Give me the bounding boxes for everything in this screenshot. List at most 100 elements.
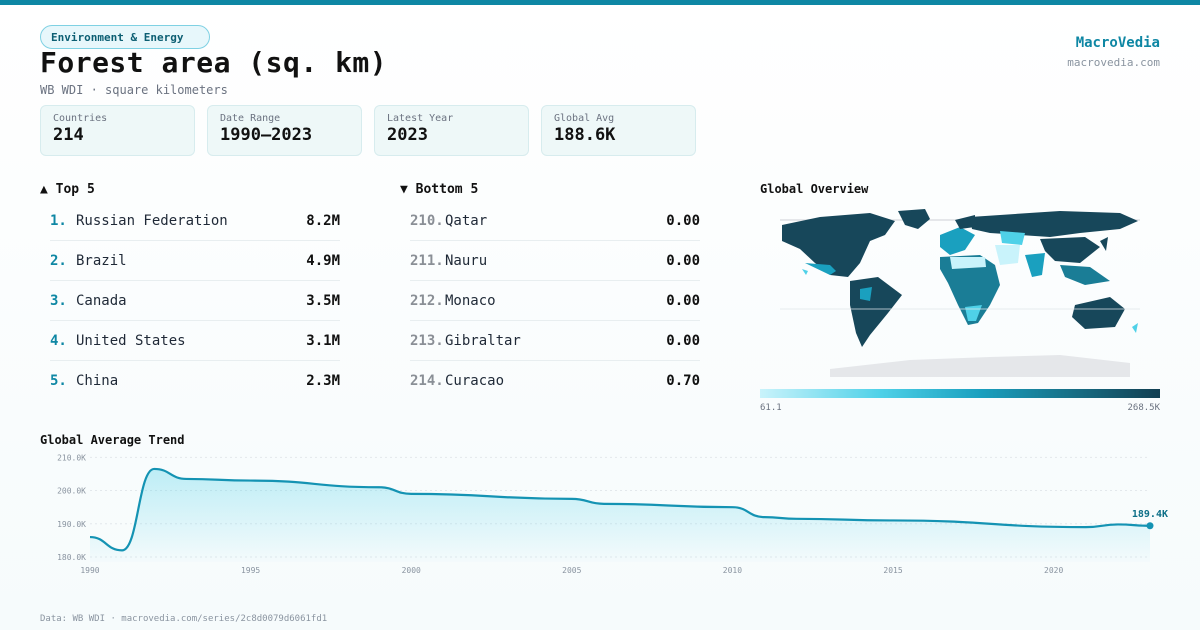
top5-heading: ▲ Top 5 bbox=[40, 182, 95, 197]
y-tick-label: 210.0K bbox=[57, 453, 86, 462]
rank: 213. bbox=[410, 332, 444, 349]
stat-value: 188.6K bbox=[554, 125, 616, 145]
stat-card-global-avg: Global Avg 188.6K bbox=[541, 105, 696, 156]
country-value: 3.1M bbox=[306, 332, 340, 349]
color-scale-bar bbox=[760, 389, 1160, 398]
trend-title: Global Average Trend bbox=[40, 433, 185, 447]
country-name: Qatar bbox=[445, 212, 488, 229]
list-item[interactable]: 1. Russian Federation 8.2M bbox=[50, 201, 340, 241]
region-andes[interactable] bbox=[860, 287, 872, 301]
country-name: Monaco bbox=[445, 292, 496, 309]
x-tick-label: 2020 bbox=[1044, 566, 1063, 575]
country-value: 0.00 bbox=[666, 292, 700, 309]
region-africa[interactable] bbox=[940, 255, 1000, 325]
country-value: 0.00 bbox=[666, 332, 700, 349]
x-tick-label: 1995 bbox=[241, 566, 260, 575]
category-tag[interactable]: Environment & Energy bbox=[40, 25, 210, 49]
color-scale-min: 61.1 bbox=[760, 403, 782, 413]
last-value-label: 189.4K bbox=[1132, 509, 1168, 520]
stat-card-latest-year: Latest Year 2023 bbox=[374, 105, 529, 156]
stat-value: 1990–2023 bbox=[220, 125, 313, 145]
footer-source[interactable]: Data: WB WDI · macrovedia.com/series/2c8… bbox=[40, 614, 328, 624]
list-item[interactable]: 2. Brazil 4.9M bbox=[50, 241, 340, 281]
region-antarctica[interactable] bbox=[830, 355, 1130, 377]
country-name: Canada bbox=[76, 292, 127, 309]
region-japan[interactable] bbox=[1100, 237, 1108, 251]
country-value: 4.9M bbox=[306, 252, 340, 269]
region-india[interactable] bbox=[1025, 253, 1045, 277]
list-item[interactable]: 4. United States 3.1M bbox=[50, 321, 340, 361]
x-tick-label: 2005 bbox=[562, 566, 581, 575]
region-china[interactable] bbox=[1040, 237, 1100, 263]
trend-line bbox=[89, 467, 1151, 552]
stat-card-date-range: Date Range 1990–2023 bbox=[207, 105, 362, 156]
country-value: 3.5M bbox=[306, 292, 340, 309]
last-point-marker bbox=[1146, 522, 1154, 530]
region-central-asia[interactable] bbox=[1000, 231, 1025, 245]
brand-logo[interactable]: MacroVedia bbox=[1075, 35, 1160, 51]
page-subtitle: WB WDI · square kilometers bbox=[40, 83, 228, 97]
country-name: Curacao bbox=[445, 373, 505, 389]
world-choropleth-map[interactable] bbox=[760, 205, 1160, 383]
map-title: Global Overview bbox=[760, 182, 869, 196]
bottom5-heading: ▼ Bottom 5 bbox=[400, 182, 479, 197]
region-russia[interactable] bbox=[970, 211, 1138, 237]
stat-card-countries: Countries 214 bbox=[40, 105, 195, 156]
list-item[interactable]: 211. Nauru 0.00 bbox=[410, 241, 700, 281]
x-tick-label: 2015 bbox=[883, 566, 902, 575]
x-tick-label: 1990 bbox=[80, 566, 99, 575]
color-scale-max: 268.5K bbox=[1127, 403, 1160, 413]
region-north-america[interactable] bbox=[782, 213, 895, 277]
list-item[interactable]: 5. China 2.3M bbox=[50, 361, 340, 401]
top-accent-bar bbox=[0, 0, 1200, 5]
country-name: United States bbox=[76, 332, 186, 349]
region-mexico[interactable] bbox=[805, 263, 836, 275]
stat-label: Global Avg bbox=[554, 113, 615, 124]
rank: 1. bbox=[50, 212, 67, 229]
country-value: 8.2M bbox=[306, 212, 340, 229]
country-value: 0.00 bbox=[666, 252, 700, 269]
region-scandinavia[interactable] bbox=[955, 215, 975, 229]
trend-chart[interactable]: 210.0K 200.0K 190.0K 180.0K 1990 1995 2000 2005… bbox=[40, 450, 1180, 580]
country-value: 0.00 bbox=[666, 212, 700, 229]
list-item[interactable]: 214. Curacao 0.70 bbox=[410, 361, 700, 401]
region-south-america[interactable] bbox=[850, 277, 902, 347]
stat-value: 214 bbox=[53, 125, 84, 145]
y-tick-label: 180.0K bbox=[57, 553, 86, 562]
region-caribbean[interactable] bbox=[802, 269, 808, 275]
country-value: 0.70 bbox=[666, 373, 700, 389]
x-tick-label: 2010 bbox=[723, 566, 742, 575]
stat-value: 2023 bbox=[387, 125, 428, 145]
list-item[interactable]: 210. Qatar 0.00 bbox=[410, 201, 700, 241]
rank: 211. bbox=[410, 252, 444, 269]
stat-label: Date Range bbox=[220, 113, 281, 124]
region-australia[interactable] bbox=[1072, 297, 1125, 329]
country-name: Nauru bbox=[445, 252, 488, 269]
rank: 3. bbox=[50, 292, 67, 309]
rank: 5. bbox=[50, 373, 67, 389]
region-new-zealand[interactable] bbox=[1132, 323, 1138, 333]
region-southeast-asia[interactable] bbox=[1060, 265, 1110, 285]
y-tick-label: 190.0K bbox=[57, 520, 86, 529]
rank: 2. bbox=[50, 252, 67, 269]
stat-label: Latest Year bbox=[387, 113, 454, 124]
x-tick-label: 2000 bbox=[402, 566, 421, 575]
y-tick-label: 200.0K bbox=[57, 487, 86, 496]
brand-url[interactable]: macrovedia.com bbox=[1067, 56, 1160, 69]
list-item[interactable]: 213. Gibraltar 0.00 bbox=[410, 321, 700, 361]
region-sahara[interactable] bbox=[950, 257, 986, 269]
region-greenland[interactable] bbox=[898, 209, 930, 229]
rank: 210. bbox=[410, 212, 444, 229]
list-item[interactable]: 3. Canada 3.5M bbox=[50, 281, 340, 321]
country-name: China bbox=[76, 373, 119, 389]
country-name: Brazil bbox=[76, 252, 127, 269]
region-europe[interactable] bbox=[940, 227, 975, 255]
rank: 214. bbox=[410, 373, 444, 389]
rank: 212. bbox=[410, 292, 444, 309]
top5-list: 1. Russian Federation 8.2M 2. Brazil 4.9M 3.… bbox=[50, 201, 340, 401]
region-middle-east[interactable] bbox=[995, 245, 1020, 265]
page-title: Forest area (sq. km) bbox=[40, 46, 388, 79]
country-value: 2.3M bbox=[306, 373, 340, 389]
stat-label: Countries bbox=[53, 113, 108, 124]
list-item[interactable]: 212. Monaco 0.00 bbox=[410, 281, 700, 321]
